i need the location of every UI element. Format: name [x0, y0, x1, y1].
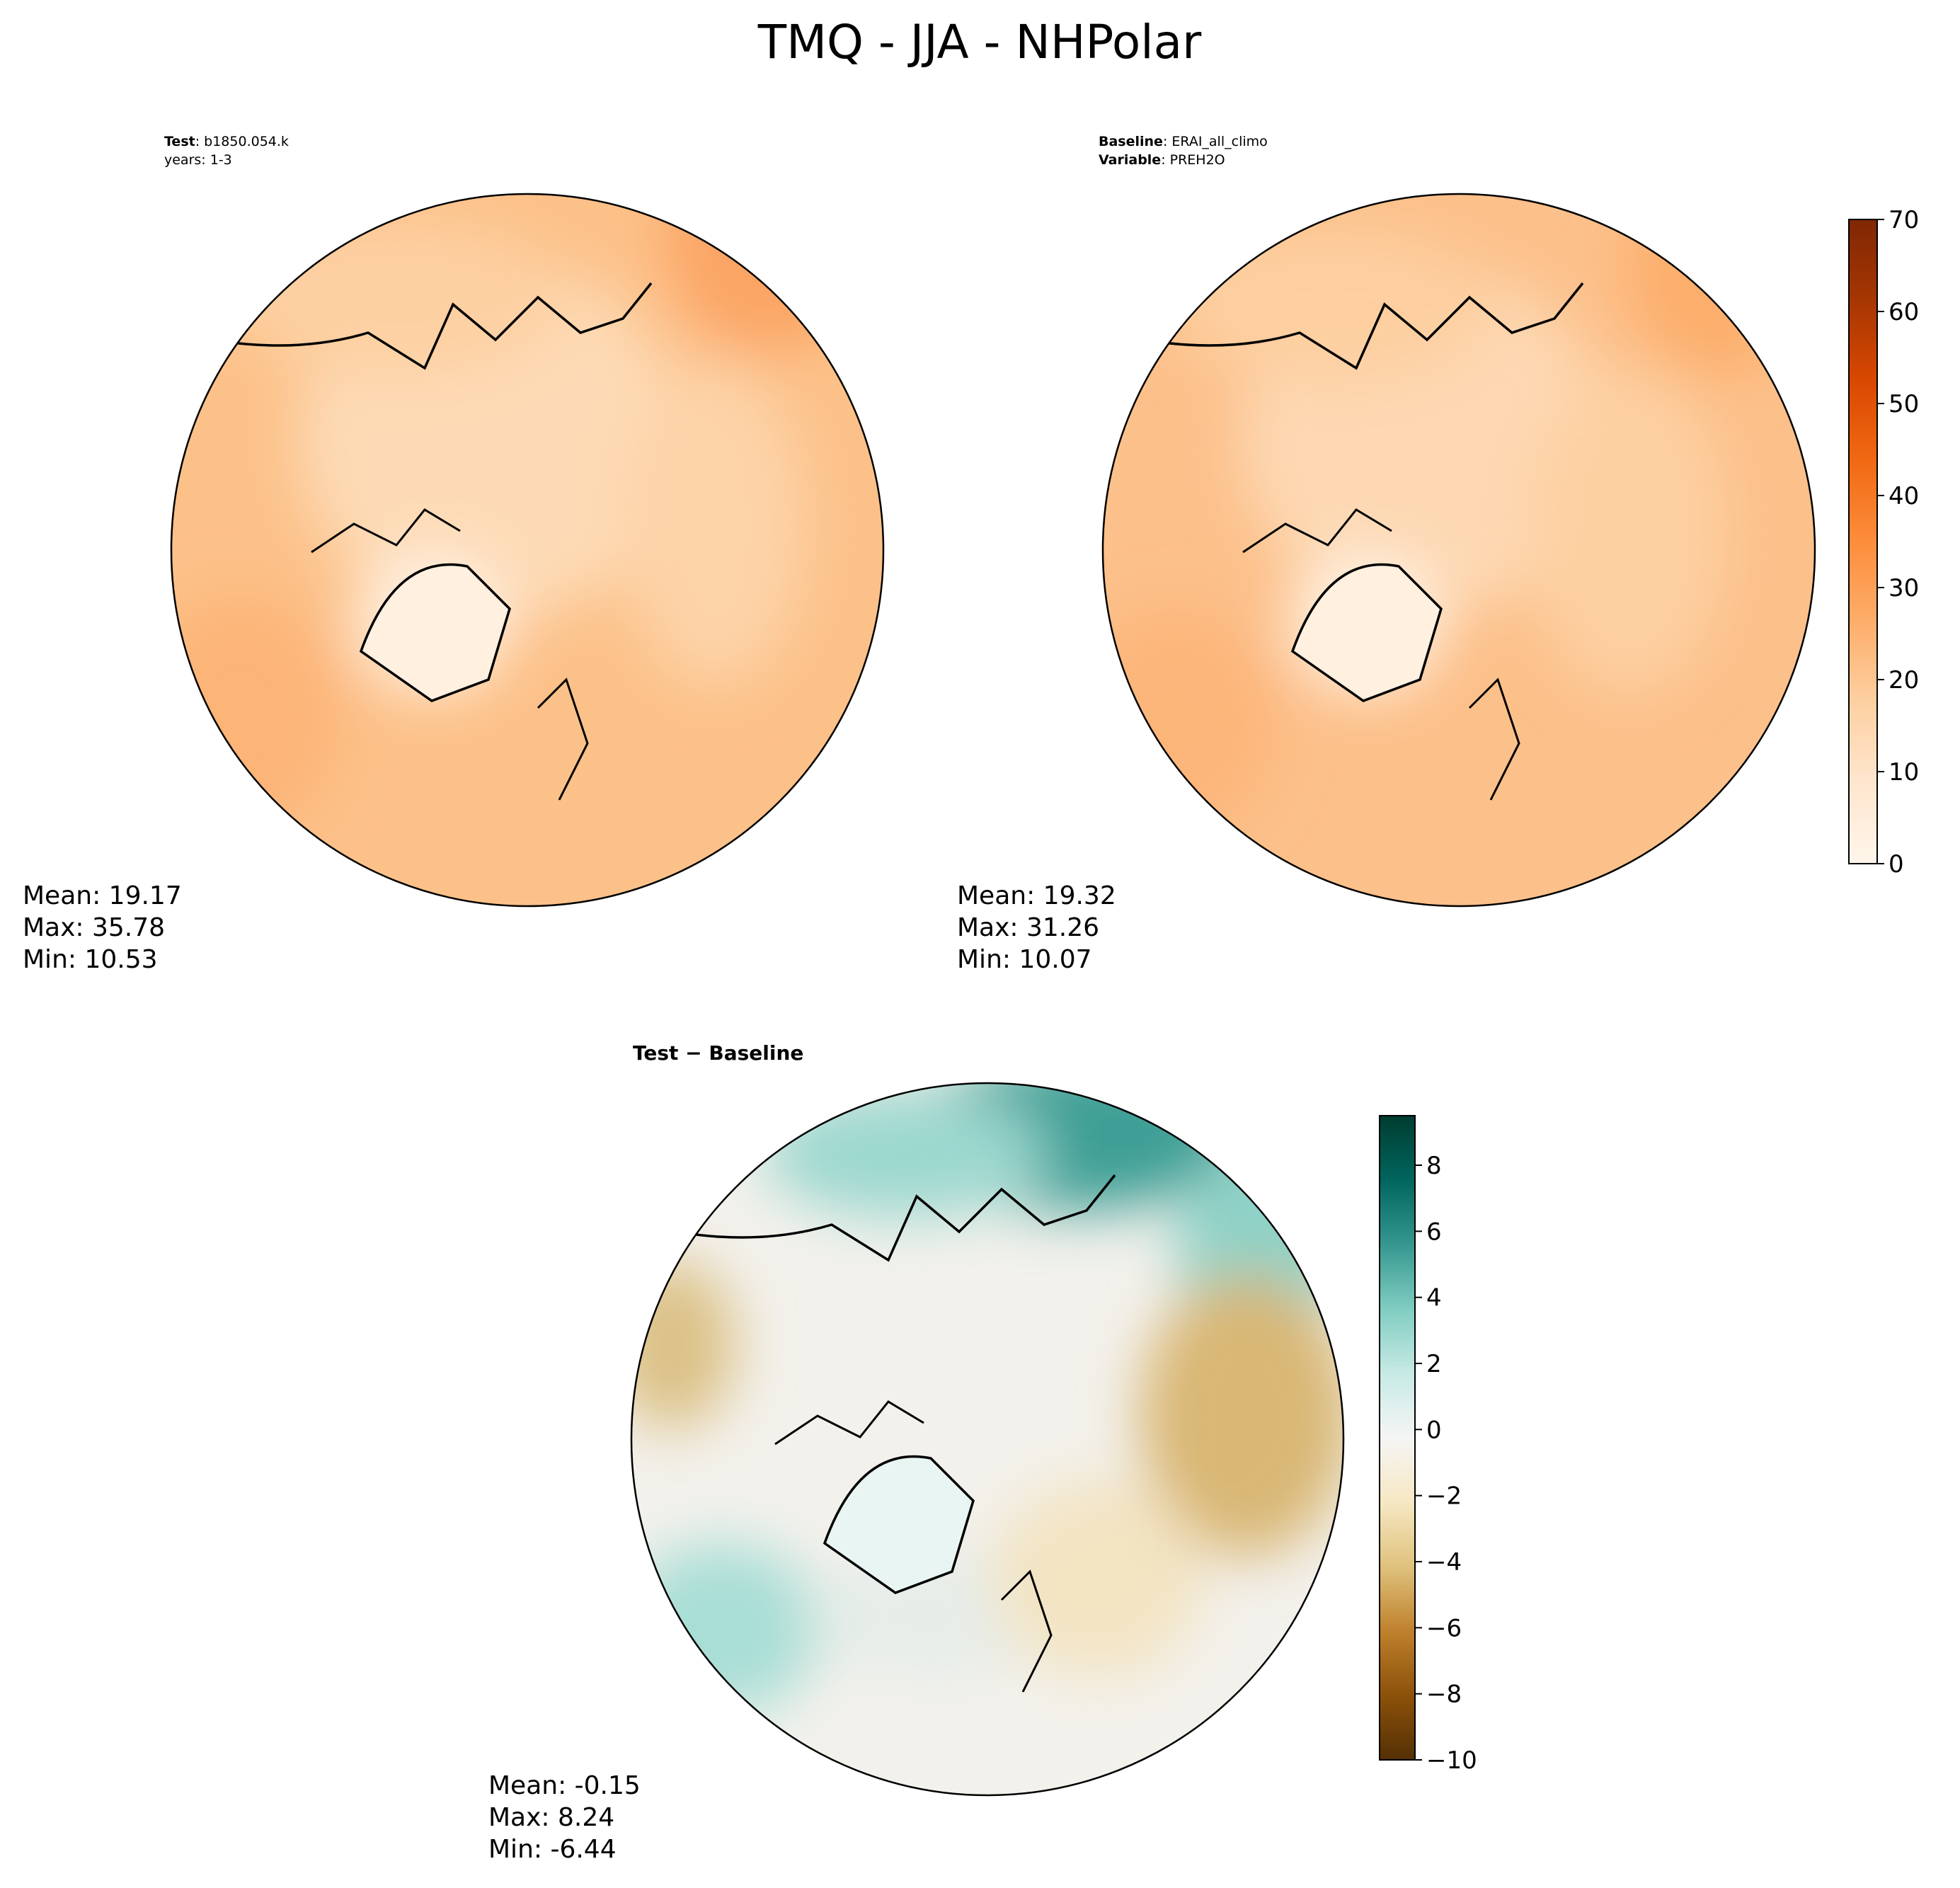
bottom-colorbar-tick-label: 6 — [1426, 1218, 1442, 1246]
diff-label: Test − Baseline — [633, 1041, 803, 1065]
top-colorbar-tick-label: 20 — [1889, 666, 1919, 694]
top-colorbar-tick-label: 0 — [1889, 850, 1904, 879]
bottom-colorbar: −10 −8 −6 −4 −2 0 2 4 6 8 — [1379, 1115, 1477, 1775]
bottom-colorbar-tick-label: −4 — [1426, 1548, 1462, 1577]
test-max: Max: 35.78 — [23, 913, 165, 942]
baseline-map — [1103, 194, 1815, 906]
bottom-colorbar-tick-label: 8 — [1426, 1152, 1442, 1180]
bottom-colorbar-tick-label: −8 — [1426, 1681, 1462, 1709]
test-years: years: 1-3 — [164, 152, 232, 168]
top-colorbar-tick-label: 50 — [1889, 390, 1919, 418]
top-colorbar-tick-label: 70 — [1889, 206, 1919, 234]
test-map — [171, 194, 883, 906]
diff-min: Min: -6.44 — [488, 1835, 617, 1864]
baseline-max: Max: 31.26 — [957, 913, 1099, 942]
bottom-colorbar-tick-label: 4 — [1426, 1284, 1442, 1312]
figure-title: TMQ - JJA - NHPolar — [757, 15, 1202, 69]
top-colorbar-tick-label: 60 — [1889, 298, 1919, 326]
top-colorbar-tick-label: 10 — [1889, 758, 1919, 786]
baseline-variable: Variable: PREH2O — [1099, 152, 1225, 168]
baseline-min: Min: 10.07 — [957, 945, 1092, 974]
bottom-colorbar-tick-label: 0 — [1426, 1416, 1442, 1444]
diff-mean: Mean: -0.15 — [488, 1771, 641, 1800]
diff-map — [631, 1083, 1343, 1795]
bottom-colorbar-tick-label: −6 — [1426, 1614, 1462, 1642]
bottom-colorbar-tick-label: −10 — [1426, 1746, 1477, 1775]
test-label: Test: b1850.054.k — [164, 134, 289, 149]
diff-panel: Test − Baseline Mean: -0.15 Max: 8.24 Mi… — [488, 1041, 1345, 1864]
baseline-panel: Baseline: ERAI_all_climo Variable: PREH2… — [957, 134, 1816, 974]
top-colorbar: 0 10 20 30 40 50 60 70 — [1848, 206, 1919, 879]
test-mean: Mean: 19.17 — [23, 881, 182, 910]
top-colorbar-tick-label: 30 — [1889, 574, 1919, 602]
top-colorbar-tick-label: 40 — [1889, 482, 1919, 510]
baseline-label: Baseline: ERAI_all_climo — [1099, 134, 1268, 149]
test-min: Min: 10.53 — [23, 945, 158, 974]
test-panel: Test: b1850.054.k years: 1-3 Mean: 19.17… — [23, 134, 885, 974]
bottom-colorbar-tick-label: 2 — [1426, 1350, 1442, 1378]
baseline-mean: Mean: 19.32 — [957, 881, 1116, 910]
bottom-colorbar-tick-label: −2 — [1426, 1482, 1462, 1511]
diff-max: Max: 8.24 — [488, 1803, 614, 1832]
